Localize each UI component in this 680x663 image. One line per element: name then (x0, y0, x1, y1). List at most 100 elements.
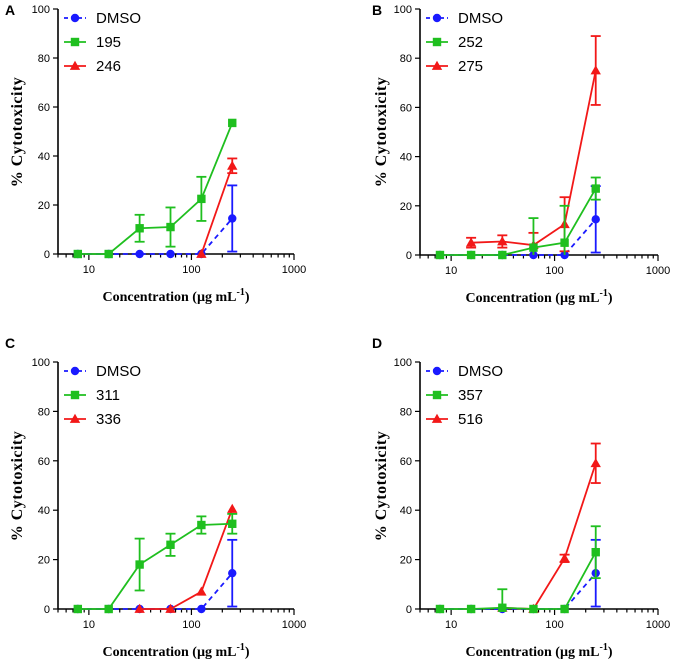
legend-entry: DMSO (458, 10, 503, 27)
x-axis-title-sup: -1 (237, 287, 245, 298)
series-line (77, 522, 233, 610)
legend-entry: 357 (458, 387, 483, 404)
series-311 (73, 513, 238, 614)
data-point (590, 65, 601, 75)
y-tick-label: 100 (32, 4, 50, 16)
x-tick-label: 1000 (646, 619, 670, 631)
series-DMSO (435, 538, 601, 614)
y-tick-label: 60 (38, 456, 50, 468)
data-point (591, 215, 600, 224)
series-246 (196, 157, 238, 258)
legend-entry: 275 (458, 58, 483, 75)
y-tick-label: 20 (400, 201, 412, 213)
legend-marker (432, 13, 442, 23)
x-tick-label: 100 (182, 619, 200, 631)
x-axis-title: Concentration (µg mL-1) (465, 288, 612, 306)
y-tick-label: 40 (400, 505, 412, 517)
x-axis-title-sup: -1 (600, 288, 608, 299)
y-axis-title: % Cytotoxicity (9, 431, 26, 542)
legend: DMSO 311 336 (64, 363, 141, 428)
x-axis-title: Concentration (µg mL-1) (465, 642, 612, 660)
y-tick-label: 0 (44, 249, 50, 261)
y-tick-label: 20 (38, 555, 50, 567)
x-tick-label: 10 (83, 264, 95, 276)
data-point (559, 553, 570, 563)
legend-entry: 516 (458, 411, 483, 428)
data-point (560, 238, 569, 247)
y-tick-label: 60 (38, 102, 50, 114)
x-tick-label: 10 (445, 265, 457, 277)
series-line (439, 218, 597, 256)
panel-A: A 0 20 40 60 80 100 10 100 1000 Concentration (µg … (5, 2, 306, 305)
legend: DMSO 252 275 (426, 10, 503, 75)
y-tick-label: 60 (400, 456, 412, 468)
legend-marker (432, 37, 442, 47)
data-point (435, 250, 445, 260)
x-tick-label: 100 (545, 619, 563, 631)
legend-entry: 336 (96, 411, 121, 428)
legend-entry: 311 (96, 387, 120, 404)
data-point (466, 250, 476, 260)
data-point (590, 458, 601, 468)
series-252 (435, 176, 601, 260)
panel-label: D (372, 335, 382, 351)
data-point (560, 604, 569, 614)
y-tick-label: 80 (38, 53, 50, 65)
x-tick-label: 1000 (282, 264, 306, 276)
data-point (498, 250, 507, 260)
x-axis-title-end: ) (608, 645, 613, 660)
data-point (166, 540, 175, 549)
legend-marker (431, 60, 443, 70)
x-tick-label: 1000 (282, 619, 306, 631)
y-tick-label: 100 (394, 357, 412, 369)
x-tick-label: 100 (182, 264, 200, 276)
y-tick-label: 0 (406, 250, 412, 262)
legend-marker (70, 13, 80, 23)
legend-entry: 246 (96, 58, 121, 75)
data-point (465, 237, 477, 247)
data-point (228, 118, 237, 128)
data-point (135, 560, 144, 569)
series-line (77, 122, 234, 255)
data-point (197, 520, 206, 530)
panel-label: A (5, 2, 15, 18)
data-point (591, 184, 600, 193)
data-point (497, 236, 508, 246)
data-point (104, 249, 113, 259)
y-tick-label: 0 (406, 604, 412, 616)
data-point (466, 604, 476, 614)
data-point (166, 222, 175, 232)
series-line (439, 572, 597, 610)
series-line (77, 217, 233, 255)
y-tick-label: 80 (38, 406, 50, 418)
x-axis-title-main: Concentration (µg mL (465, 645, 599, 660)
legend-entry: DMSO (458, 363, 503, 380)
x-tick-label: 10 (445, 619, 457, 631)
x-axis-title-end: ) (245, 645, 250, 660)
x-tick-label: 1000 (646, 265, 670, 277)
data-point (197, 604, 206, 614)
series-line (502, 462, 597, 610)
data-point (227, 503, 238, 513)
data-point (197, 194, 206, 204)
y-tick-label: 40 (38, 151, 50, 163)
data-point (228, 214, 237, 223)
legend-entry: DMSO (96, 363, 141, 380)
x-axis-title: Concentration (µg mL-1) (102, 287, 249, 305)
legend-marker (70, 366, 80, 376)
data-point (228, 519, 237, 528)
x-axis-title-sup: -1 (600, 642, 608, 653)
data-point (227, 160, 238, 170)
series-line (139, 508, 234, 610)
legend-marker (432, 390, 442, 400)
y-tick-label: 20 (400, 555, 412, 567)
series-line (77, 572, 233, 610)
series-336 (134, 503, 238, 613)
data-point (529, 604, 538, 614)
panel-label: C (5, 335, 15, 351)
data-point (196, 248, 207, 258)
panel-label: B (372, 2, 382, 18)
legend-marker (69, 413, 81, 423)
y-tick-label: 80 (400, 406, 412, 418)
